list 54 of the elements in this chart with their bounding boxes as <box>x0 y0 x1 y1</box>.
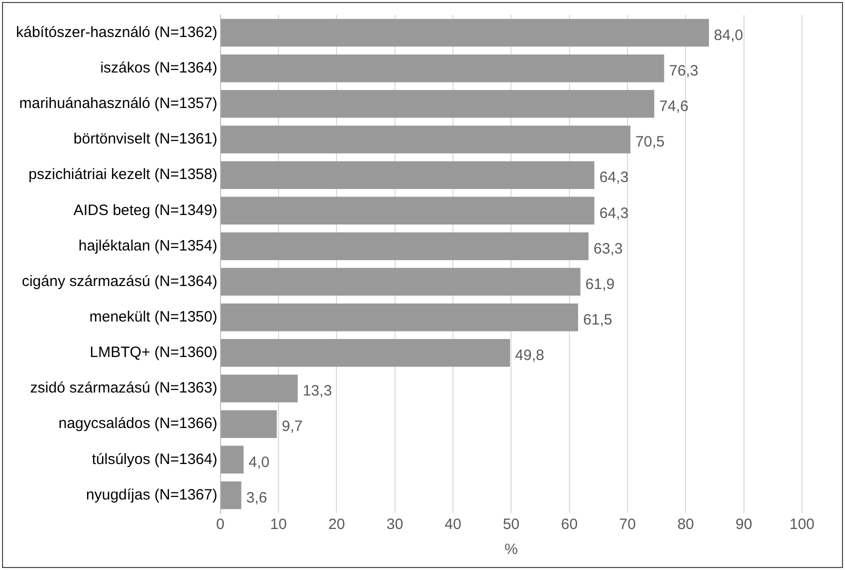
x-axis-title: % <box>504 541 518 558</box>
x-tick-label: 80 <box>677 516 694 534</box>
y-tick-label: zsidó származású (N=1363) <box>30 380 218 397</box>
data-label: 4,0 <box>248 454 270 471</box>
x-tick-label: 10 <box>270 516 287 534</box>
x-tick-label: 90 <box>735 516 752 534</box>
data-label: 13,3 <box>302 382 332 400</box>
data-label: 74,6 <box>659 98 688 116</box>
y-tick-label: marihuánahasználó (N=1357) <box>19 95 218 112</box>
bar <box>220 410 277 438</box>
data-label: 61,5 <box>583 312 612 328</box>
y-tick-label: LMBTQ+ (N=1360) <box>90 344 218 362</box>
data-label: 49,8 <box>515 347 544 364</box>
y-tick-label: iszákos (N=1364) <box>100 60 218 76</box>
data-label: 61,9 <box>585 276 615 293</box>
x-tick-label: 40 <box>444 516 462 534</box>
y-tick-label: menekült (N=1350) <box>89 308 218 326</box>
y-tick-label: börtönviselt (N=1361) <box>74 130 218 148</box>
x-tick-label: 50 <box>502 516 520 534</box>
data-label: 84,0 <box>714 26 744 44</box>
x-tick-label: 0 <box>216 516 225 534</box>
y-tick-label: cigány származású (N=1364) <box>22 272 218 290</box>
bar <box>220 268 580 296</box>
bar <box>220 196 594 225</box>
bar <box>220 374 298 402</box>
bar <box>220 54 664 82</box>
bar <box>220 339 510 367</box>
bar <box>220 446 244 474</box>
x-tick-label: 100 <box>789 516 815 534</box>
y-tick-label: pszichiátriai kezelt (N=1358) <box>28 166 218 184</box>
y-tick-label: kábítószer-használó (N=1362) <box>16 24 218 41</box>
y-tick-label: nyugdíjas (N=1367) <box>86 486 218 504</box>
x-tick-label: 30 <box>386 516 404 534</box>
data-label: 9,7 <box>282 418 303 436</box>
bar <box>220 18 709 47</box>
bar <box>220 232 589 260</box>
x-tick-label: 20 <box>328 516 346 534</box>
bar <box>220 303 578 332</box>
data-label: 64,3 <box>599 204 629 222</box>
bar <box>220 161 594 189</box>
y-tick-label: nagycsaládos (N=1366) <box>58 415 218 432</box>
data-label: 76,3 <box>669 62 698 80</box>
y-tick-label: hajléktalan (N=1354) <box>78 237 218 254</box>
data-label: 3,6 <box>246 489 268 506</box>
data-label: 70,5 <box>635 134 665 151</box>
bar <box>220 126 630 154</box>
x-tick-label: 70 <box>619 516 636 534</box>
bar <box>220 90 654 118</box>
x-tick-label: 60 <box>561 516 578 534</box>
bar <box>220 481 242 510</box>
data-label: 63,3 <box>594 240 623 258</box>
y-tick-label: túlsúlyos (N=1364) <box>92 450 218 468</box>
y-tick-label: AIDS beteg (N=1349) <box>74 202 218 219</box>
data-label: 64,3 <box>599 169 629 186</box>
